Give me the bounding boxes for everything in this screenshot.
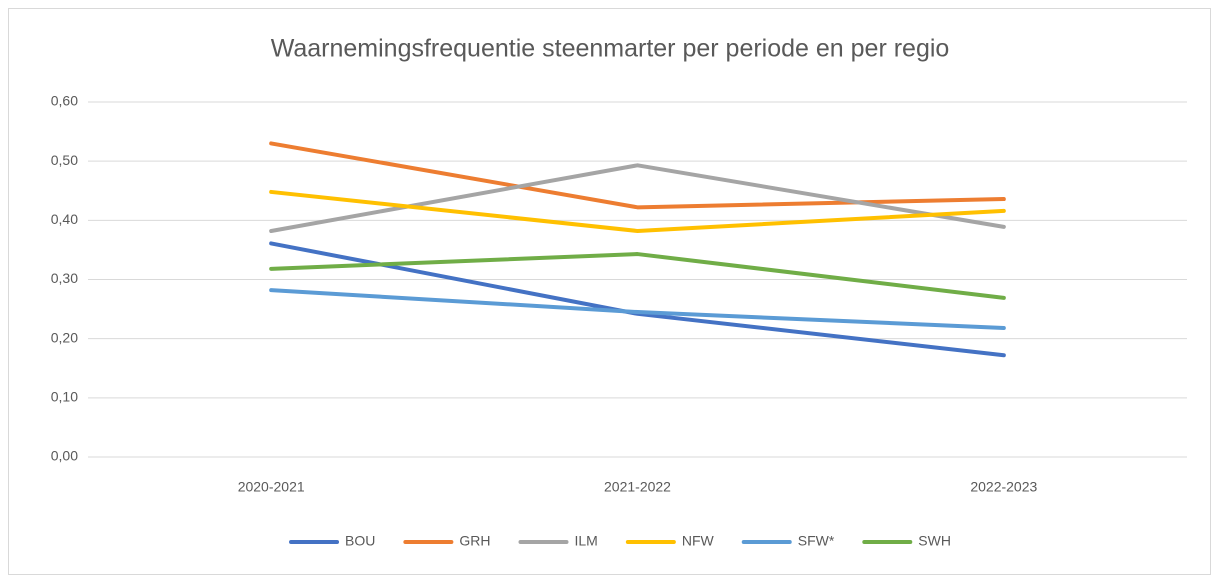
legend-label: GRH — [459, 533, 490, 549]
series-line — [269, 252, 1006, 300]
legend-label: ILM — [575, 533, 598, 549]
chart-frame — [8, 8, 1211, 575]
y-tick-label: 0,10 — [51, 389, 78, 405]
y-tick-label: 0,00 — [51, 448, 78, 464]
x-tick-label: 2022-2023 — [970, 479, 1037, 495]
y-tick-label: 0,30 — [51, 270, 78, 286]
y-tick-label: 0,20 — [51, 329, 78, 345]
legend-label: BOU — [345, 533, 375, 549]
y-tick-label: 0,50 — [51, 152, 78, 168]
y-tick-label: 0,40 — [51, 211, 78, 227]
legend-label: NFW — [682, 533, 715, 549]
x-tick-label: 2021-2022 — [604, 479, 671, 495]
series-line — [269, 288, 1006, 331]
series-line — [269, 163, 1006, 233]
legend-label: SWH — [918, 533, 951, 549]
series-line — [269, 141, 1006, 210]
legend-label: SFW* — [798, 533, 835, 549]
x-tick-label: 2020-2021 — [238, 479, 305, 495]
chart-title: Waarnemingsfrequentie steenmarter per pe… — [271, 35, 950, 63]
y-tick-label: 0,60 — [51, 93, 78, 109]
series-line — [269, 189, 1006, 233]
